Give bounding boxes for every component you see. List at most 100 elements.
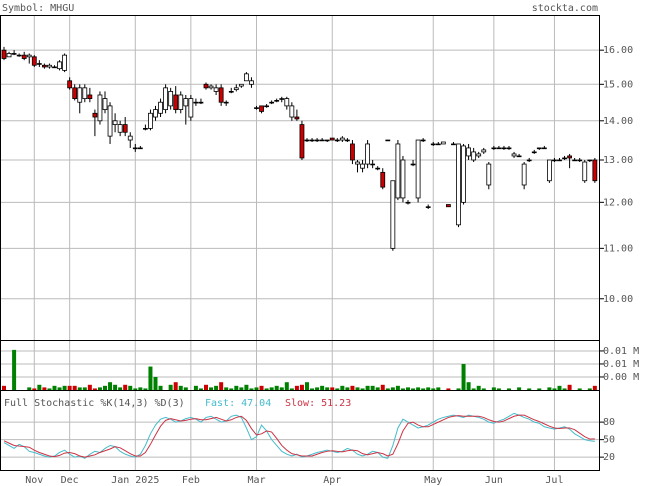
candle-body — [132, 147, 138, 150]
candle-body — [294, 116, 300, 120]
volume-bar — [360, 388, 365, 390]
candle-body — [62, 54, 67, 71]
candle-body — [97, 94, 103, 122]
candle-body — [163, 87, 169, 110]
volume-bar — [345, 387, 350, 390]
volume-bar — [108, 382, 113, 390]
candle-body — [127, 135, 133, 141]
marks-layer — [1, 46, 598, 459]
candle-body — [77, 87, 83, 103]
volume-bar — [385, 388, 390, 390]
candle-body — [87, 94, 93, 100]
candle-body — [440, 141, 446, 145]
x-tick-label: Dec — [61, 475, 79, 486]
candle-body — [562, 157, 567, 160]
candle-body — [193, 101, 199, 104]
volume-bar — [365, 385, 370, 390]
volume-bar — [62, 385, 67, 390]
x-tick-label: Mar — [247, 475, 265, 486]
candle-body — [355, 161, 360, 165]
volume-bar — [466, 382, 471, 390]
candle-body — [506, 147, 512, 150]
candle-body — [274, 100, 280, 102]
volume-bar — [406, 387, 410, 390]
volume-bar — [269, 387, 274, 390]
candle-body — [390, 180, 396, 249]
volume-bar — [229, 388, 234, 390]
volume-bar — [577, 388, 582, 390]
candle-body — [42, 64, 47, 68]
volume-bar — [350, 385, 355, 390]
candle-body — [587, 159, 593, 162]
candle-body — [582, 161, 588, 182]
candle-body — [451, 143, 456, 146]
volume-bar — [173, 382, 178, 390]
volume-bar — [456, 388, 461, 390]
volume-bar — [547, 387, 552, 390]
volume-bar — [193, 385, 198, 390]
candle-body — [1, 49, 7, 59]
candle-body — [324, 139, 330, 142]
candle-body — [425, 206, 431, 208]
volume-bar — [138, 387, 143, 390]
candle-body — [16, 54, 22, 57]
volume-bar — [244, 384, 249, 390]
volume-bar — [123, 384, 128, 390]
volume-bar — [330, 387, 335, 390]
volume-bar — [471, 388, 476, 390]
candle-body — [279, 98, 285, 100]
volume-bar — [557, 385, 562, 390]
y-tick-label: 12.00 — [603, 197, 633, 208]
candle-body — [360, 163, 365, 169]
candle-body — [309, 139, 315, 142]
x-tick-label: Apr — [323, 475, 341, 486]
candle-body — [218, 87, 224, 103]
volume-bar — [183, 387, 188, 390]
candle-body — [259, 105, 264, 112]
candle-body — [491, 147, 497, 150]
y-tick-label: 10.00 — [603, 294, 633, 305]
candle-body — [380, 171, 386, 188]
y-tick-label: 16.00 — [603, 45, 633, 56]
volume-bar — [305, 382, 309, 390]
volume-bar — [592, 385, 597, 390]
volume-bar — [335, 388, 340, 390]
candle-body — [72, 87, 78, 100]
candle-body — [415, 139, 421, 199]
stochastic-title: Full Stochastic %K(14,3) %D(3) — [4, 398, 185, 409]
candle-body — [552, 159, 557, 162]
candle-body — [254, 107, 259, 109]
y-tick-label: 14.00 — [603, 116, 633, 127]
candle-body — [158, 101, 163, 114]
candle-body — [435, 143, 441, 146]
y-tick-label: 13.00 — [603, 155, 633, 166]
candle-body — [567, 155, 572, 159]
candle-body — [577, 159, 583, 162]
y-tick-label: 11.00 — [603, 243, 633, 254]
candle-body — [183, 98, 189, 107]
volume-bar — [395, 385, 400, 390]
candle-body — [501, 147, 507, 150]
volume-bar — [67, 385, 72, 390]
volume-bar — [279, 387, 284, 390]
volume-bar — [552, 388, 557, 390]
candle-body — [117, 124, 123, 133]
candle-body — [137, 147, 143, 150]
volume-bar — [400, 388, 405, 390]
candle-body — [238, 83, 244, 87]
x-tick-label: Jul — [545, 475, 563, 486]
candle-body — [21, 54, 27, 59]
candle-body — [466, 147, 472, 157]
candle-body — [410, 163, 416, 166]
candle-body — [304, 139, 310, 142]
x-tick-label: Jan 2025 — [111, 475, 159, 486]
candle-body — [173, 94, 179, 110]
candle-body — [339, 137, 345, 141]
volume-bar — [416, 387, 421, 390]
volume-bar — [370, 385, 375, 390]
candle-body — [471, 151, 477, 161]
volume-bar — [310, 388, 315, 390]
volume-bar — [254, 387, 259, 390]
candle-body — [223, 101, 229, 104]
candle-body — [11, 53, 17, 55]
